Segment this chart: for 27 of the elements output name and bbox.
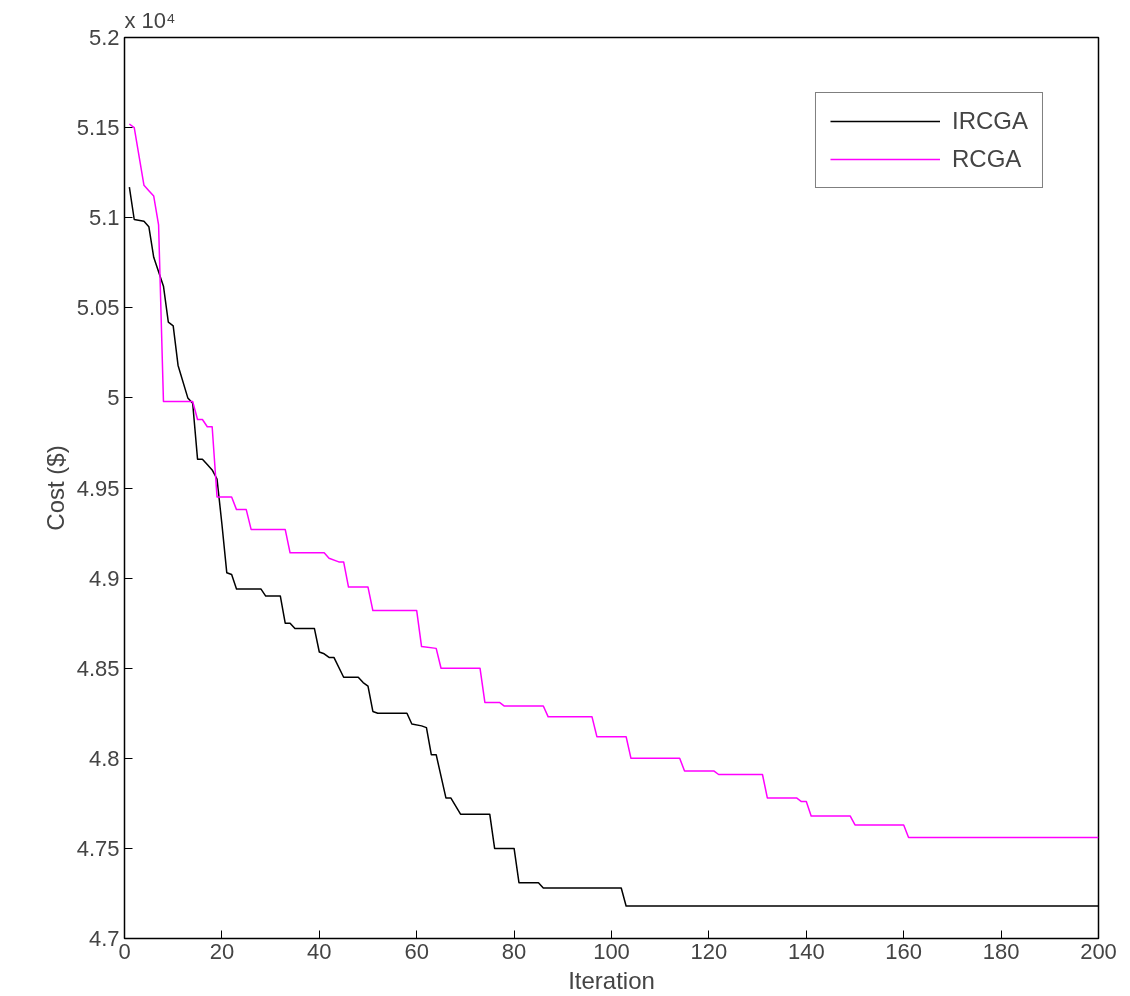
x-tick-label: 140 <box>787 938 825 964</box>
y-tick-label: 4.9 <box>88 565 120 591</box>
x-tick-label: 20 <box>209 938 235 964</box>
x-tick-label: 160 <box>885 938 923 964</box>
y-axis-title: Cost ($) <box>41 445 69 531</box>
y-tick-label: 4.95 <box>76 475 120 501</box>
y-tick-label: 5.05 <box>76 295 120 321</box>
x-tick-label: 80 <box>501 938 527 964</box>
y-tick-label: 4.8 <box>88 745 120 771</box>
x-tick-label: 180 <box>982 938 1020 964</box>
y-tick-label: 4.85 <box>76 655 120 681</box>
y-tick-label: 5 <box>107 385 120 411</box>
x-tick-label: 0 <box>118 938 131 964</box>
x-tick-label: 120 <box>690 938 728 964</box>
y-tick-label: 5.15 <box>76 115 120 141</box>
y-tick-label: 5.1 <box>88 205 120 231</box>
x-tick-label: 40 <box>307 938 332 964</box>
x-axis-title: Iteration <box>568 966 655 994</box>
y-tick-label: 4.75 <box>76 835 120 861</box>
y-tick-label: 4.7 <box>88 926 120 951</box>
x-tick-label: 100 <box>593 938 630 964</box>
legend-label: IRCGA <box>951 107 1028 135</box>
y-tick-label: 5.2 <box>88 25 120 50</box>
x-tick-label: 60 <box>404 938 429 964</box>
legend-label: RCGA <box>951 145 1022 173</box>
x-tick-label: 200 <box>1080 938 1117 964</box>
text: x 10⁴ <box>124 7 176 33</box>
